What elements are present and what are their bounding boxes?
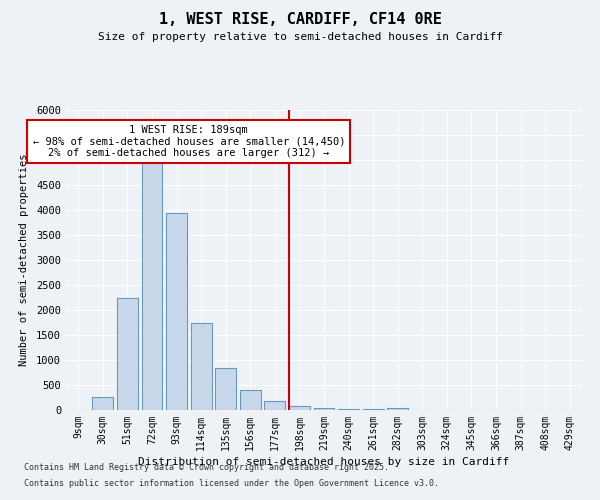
Text: Contains HM Land Registry data © Crown copyright and database right 2025.: Contains HM Land Registry data © Crown c… <box>24 464 389 472</box>
Text: Size of property relative to semi-detached houses in Cardiff: Size of property relative to semi-detach… <box>97 32 503 42</box>
Bar <box>191 322 212 410</box>
Bar <box>387 408 408 410</box>
Text: 1 WEST RISE: 189sqm
← 98% of semi-detached houses are smaller (14,450)
2% of sem: 1 WEST RISE: 189sqm ← 98% of semi-detach… <box>32 125 345 158</box>
Bar <box>240 390 261 410</box>
Text: Contains public sector information licensed under the Open Government Licence v3: Contains public sector information licen… <box>24 478 439 488</box>
Bar <box>92 397 113 410</box>
Bar <box>117 298 138 410</box>
Bar <box>314 408 334 410</box>
Bar <box>166 212 187 410</box>
X-axis label: Distribution of semi-detached houses by size in Cardiff: Distribution of semi-detached houses by … <box>139 457 509 467</box>
Bar <box>338 409 359 410</box>
Bar <box>362 409 383 410</box>
Bar <box>289 406 310 410</box>
Y-axis label: Number of semi-detached properties: Number of semi-detached properties <box>19 154 29 366</box>
Bar <box>265 401 286 410</box>
Bar <box>142 162 163 410</box>
Bar <box>215 368 236 410</box>
Text: 1, WEST RISE, CARDIFF, CF14 0RE: 1, WEST RISE, CARDIFF, CF14 0RE <box>158 12 442 28</box>
